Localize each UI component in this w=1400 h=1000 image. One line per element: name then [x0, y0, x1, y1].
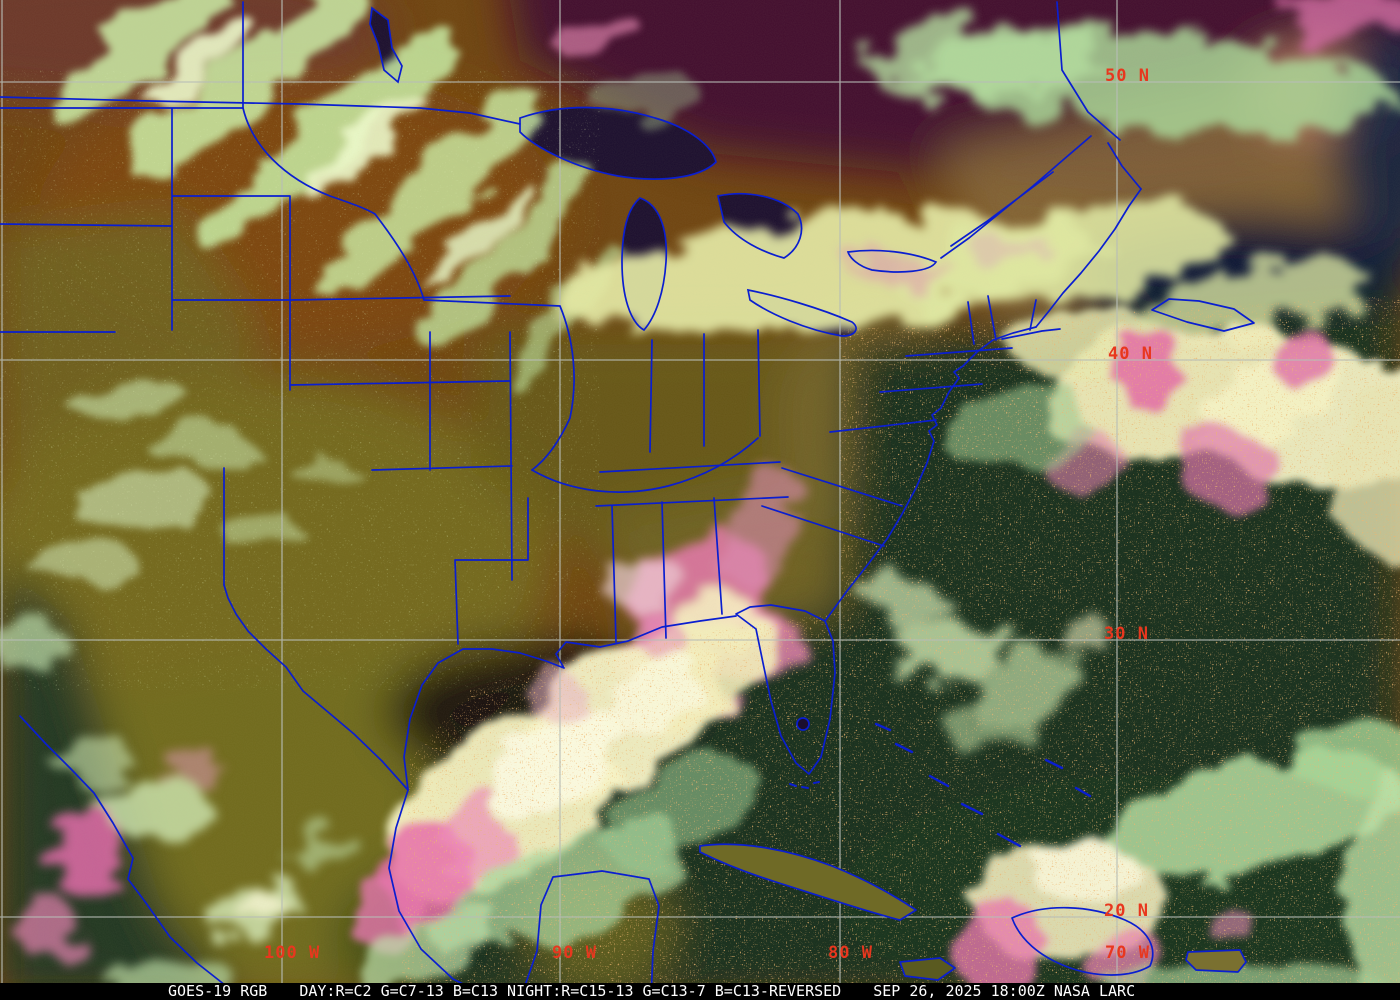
caption-bar: GOES-19 RGB DAY:R=C2 G=C7-13 B=C13 NIGHT…	[0, 983, 1400, 1000]
caption-timestamp: SEP 26, 2025 18:00Z NASA LARC	[873, 982, 1136, 1000]
state-country-boundaries	[0, 1, 1255, 1000]
caribbean-islands	[699, 843, 1247, 981]
caption-product: GOES-19 RGB	[168, 982, 268, 1000]
great-lakes-outline	[369, 6, 938, 337]
caption-recipe: DAY:R=C2 G=C7-13 B=C13 NIGHT:R=C15-13 G=…	[299, 982, 842, 1000]
